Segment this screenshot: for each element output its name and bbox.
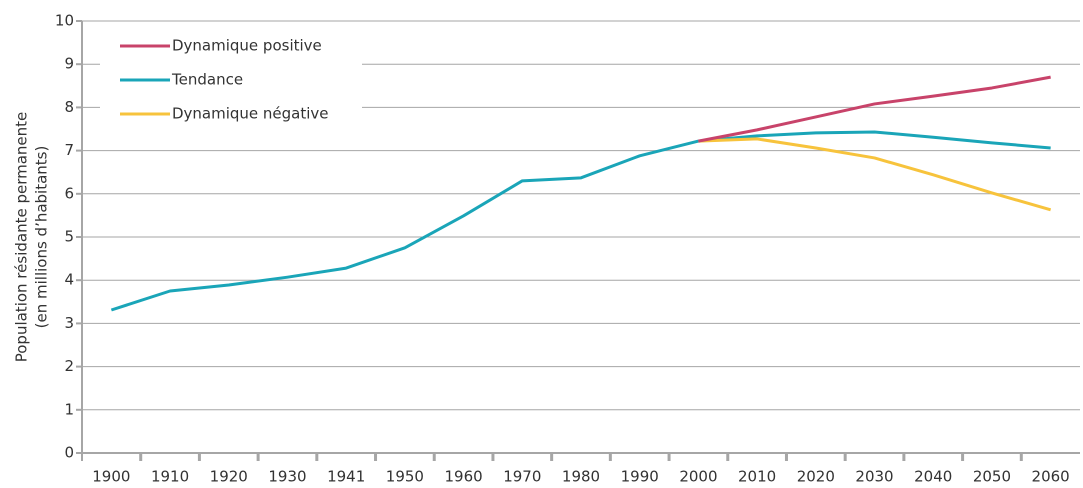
x-tick-label: 1930 (268, 468, 306, 486)
y-tick-label: 4 (64, 271, 74, 289)
line-series (698, 75, 1051, 143)
legend: Dynamique positive Tendance Dynamique néga… (100, 32, 362, 130)
x-tick-label: 2060 (1032, 468, 1070, 486)
x-tick-label: 1960 (444, 468, 482, 486)
legend-label: Dynamique positive (172, 37, 322, 55)
y-tick-label: 9 (64, 55, 74, 73)
x-tick-label: 1900 (92, 468, 130, 486)
y-tick-label: 6 (64, 184, 74, 202)
x-tick-label: 1970 (503, 468, 541, 486)
x-tick-label: 1950 (386, 468, 424, 486)
x-tick-label: 1920 (210, 468, 248, 486)
x-tick-label: 2020 (797, 468, 835, 486)
y-tick-label: 10 (55, 12, 74, 30)
y-tick-label: 7 (64, 141, 74, 159)
y-tick-label: 2 (64, 357, 74, 375)
y-tick-label: 3 (64, 314, 74, 332)
x-tick-label: 2040 (914, 468, 952, 486)
y-tick-label: 0 (64, 444, 74, 462)
legend-label: Dynamique négative (172, 105, 329, 123)
y-tick-label: 5 (64, 228, 74, 246)
y-tick-label: 8 (64, 98, 74, 116)
x-tick-label: 2000 (679, 468, 717, 486)
line-series (698, 137, 1052, 212)
x-tick-label: 2010 (738, 468, 776, 486)
y-axis-label: (en millions d’habitants) (33, 146, 51, 329)
x-tick-label: 1990 (621, 468, 659, 486)
y-axis-label: Population résidante permanente (13, 112, 31, 363)
line-series (110, 130, 1051, 312)
legend-label: Tendance (171, 71, 243, 89)
x-tick-label: 2030 (855, 468, 893, 486)
x-tick-label: 2050 (973, 468, 1011, 486)
x-tick-label: 1910 (151, 468, 189, 486)
y-tick-label: 1 (64, 400, 74, 418)
x-tick-label: 1980 (562, 468, 600, 486)
x-tick-label: 1941 (327, 468, 365, 486)
